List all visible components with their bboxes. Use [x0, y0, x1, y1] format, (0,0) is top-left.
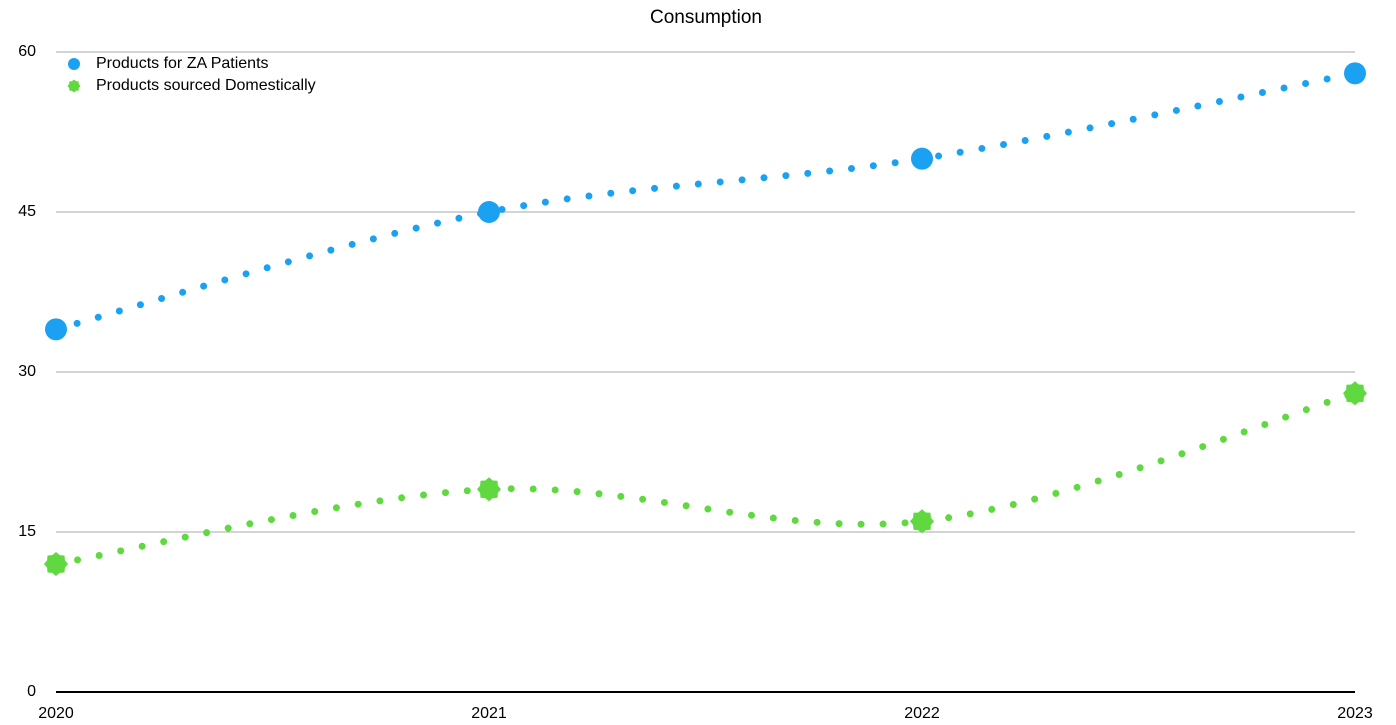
legend-marker [67, 79, 81, 93]
marker [44, 552, 68, 576]
marker [1344, 62, 1366, 85]
y-tick-label: 60 [18, 43, 36, 60]
legend-label: Products sourced Domestically [96, 77, 316, 94]
marker [1343, 381, 1367, 406]
x-tick-label: 2023 [1337, 705, 1373, 722]
marker [478, 201, 500, 223]
x-tick-label: 2020 [38, 705, 74, 722]
x-tick-label: 2021 [471, 705, 507, 722]
x-tick-label: 2022 [904, 705, 940, 722]
marker [477, 477, 501, 502]
marker [911, 147, 933, 170]
y-tick-label: 45 [18, 203, 36, 220]
series-line [52, 69, 1359, 333]
legend-marker [68, 58, 80, 70]
y-tick-label: 0 [27, 683, 36, 700]
y-tick-label: 30 [18, 363, 36, 380]
chart-title: Consumption [650, 7, 762, 28]
series-line [52, 389, 1359, 568]
y-tick-label: 15 [18, 523, 36, 540]
marker [910, 509, 934, 534]
legend-label: Products for ZA Patients [96, 55, 269, 72]
marker [45, 318, 67, 341]
